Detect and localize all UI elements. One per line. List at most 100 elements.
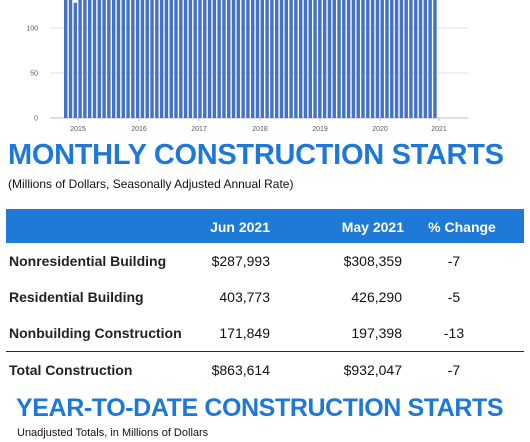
chart-bar [433, 0, 437, 118]
chart-bar [246, 0, 250, 118]
x-tick-label: 2016 [131, 126, 147, 133]
chart-bar [126, 0, 130, 118]
row-label: Nonbuilding Construction [9, 325, 182, 341]
chart-bar [203, 0, 207, 118]
chart-bar [270, 0, 274, 118]
table-row-total: Total Construction $863,614 $932,047 -7 [6, 352, 524, 388]
chart-bar [260, 0, 265, 118]
chart-bar [394, 0, 399, 118]
cell-change: -7 [447, 253, 461, 269]
chart-bar [111, 0, 116, 118]
x-tick-label: 2017 [191, 126, 207, 133]
ytd-title: YEAR-TO-DATE CONSTRUCTION STARTS [16, 394, 504, 422]
chart-bar [289, 0, 293, 118]
chart-bar [351, 0, 356, 118]
chart-bar [87, 0, 92, 118]
chart-bar [207, 0, 212, 118]
total-may: $932,047 [343, 362, 402, 378]
chart-bar [399, 0, 404, 118]
chart-bar [68, 0, 73, 119]
table-row: Nonbuilding Construction 171,849 197,398… [6, 315, 524, 351]
chart-bar [164, 0, 169, 118]
header-jun-2021: Jun 2021 [210, 219, 270, 235]
y-tick-label: 100 [26, 26, 38, 33]
chart-bar [251, 0, 255, 118]
chart-bar [385, 0, 389, 118]
chart-bar [131, 0, 135, 118]
chart-bar [313, 0, 317, 118]
chart-bar [274, 0, 279, 118]
table-header: Jun 2021 May 2021 % Change [6, 209, 524, 243]
chart-bar [298, 0, 303, 118]
chart-svg: 0 50 100 2015 2016 2017 2018 2019 2020 2021 [26, 0, 468, 133]
chart-bar [217, 0, 221, 118]
chart-bar [212, 0, 217, 118]
chart-bar [418, 0, 423, 118]
chart-bar [366, 0, 370, 118]
chart-bar [346, 0, 351, 118]
total-label: Total Construction [9, 362, 133, 378]
x-tick-label: 2019 [312, 126, 328, 133]
cell-jun: $287,993 [211, 253, 270, 269]
chart-bar [116, 0, 121, 118]
cell-jun: 171,849 [219, 325, 270, 341]
chart-bar [227, 0, 231, 118]
monthly-title: MONTHLY CONSTRUCTION STARTS [8, 139, 504, 171]
chart-bar [308, 0, 312, 118]
cell-change: -5 [447, 289, 461, 305]
chart-bar [159, 0, 164, 118]
chart-bar [64, 0, 68, 118]
chart-bar [92, 0, 97, 118]
cell-jun: 403,773 [219, 289, 270, 305]
chart-bar [150, 0, 154, 118]
monthly-subtitle: (Millions of Dollars, Seasonally Adjuste… [8, 177, 294, 191]
row-label: Nonresidential Building [9, 253, 167, 269]
chart-bar [337, 0, 341, 118]
monthly-starts-bar-chart: 0 50 100 2015 2016 2017 2018 2019 2020 2021 [0, 0, 530, 140]
chart-bar [140, 0, 145, 118]
chart-bar [188, 0, 193, 118]
total-change: -7 [447, 362, 461, 378]
y-tick-label: 50 [30, 71, 38, 78]
chart-bar [303, 0, 308, 118]
chart-bar [327, 0, 332, 118]
ytd-subtitle: Unadjusted Totals, in Millions of Dollar… [17, 427, 209, 439]
chart-bar [342, 0, 346, 118]
chart-bar [179, 0, 183, 118]
chart-bar [409, 0, 413, 118]
chart-bar [241, 0, 245, 118]
total-divider [6, 351, 524, 352]
x-tick-label: 2018 [252, 126, 268, 133]
chart-bar [279, 0, 284, 118]
chart-bar [222, 0, 226, 118]
chart-bar [322, 0, 327, 118]
chart-bar [145, 0, 149, 118]
chart-bar [107, 0, 111, 118]
chart-bar [356, 0, 360, 118]
total-jun: $863,614 [211, 362, 270, 378]
chart-bar [73, 2, 78, 118]
chart-bar [370, 0, 375, 118]
construction-starts-table: Jun 2021 May 2021 % Change Nonresidentia… [6, 209, 524, 388]
chart-bar [380, 0, 384, 118]
header-may-2021: May 2021 [341, 219, 404, 235]
cell-may: 426,290 [351, 289, 402, 305]
chart-bar [155, 0, 159, 118]
chart-bar [428, 0, 432, 118]
cell-may: 197,398 [351, 325, 402, 341]
row-label: Residential Building [9, 289, 144, 305]
cell-change: -13 [443, 325, 465, 341]
chart-bar [78, 0, 82, 118]
y-tick-label: 0 [34, 116, 38, 123]
chart-bar [193, 0, 197, 118]
chart-bar [284, 0, 289, 118]
x-tick-label: 2015 [70, 126, 86, 133]
chart-bar [255, 0, 260, 118]
x-tick-label: 2021 [431, 126, 447, 133]
chart-bar [169, 0, 173, 118]
chart-bar [231, 0, 236, 118]
chart-bar [135, 0, 140, 118]
chart-bar [332, 0, 336, 118]
table-row: Residential Building 403,773 426,290 -5 [6, 279, 524, 315]
cell-may: $308,359 [343, 253, 402, 269]
